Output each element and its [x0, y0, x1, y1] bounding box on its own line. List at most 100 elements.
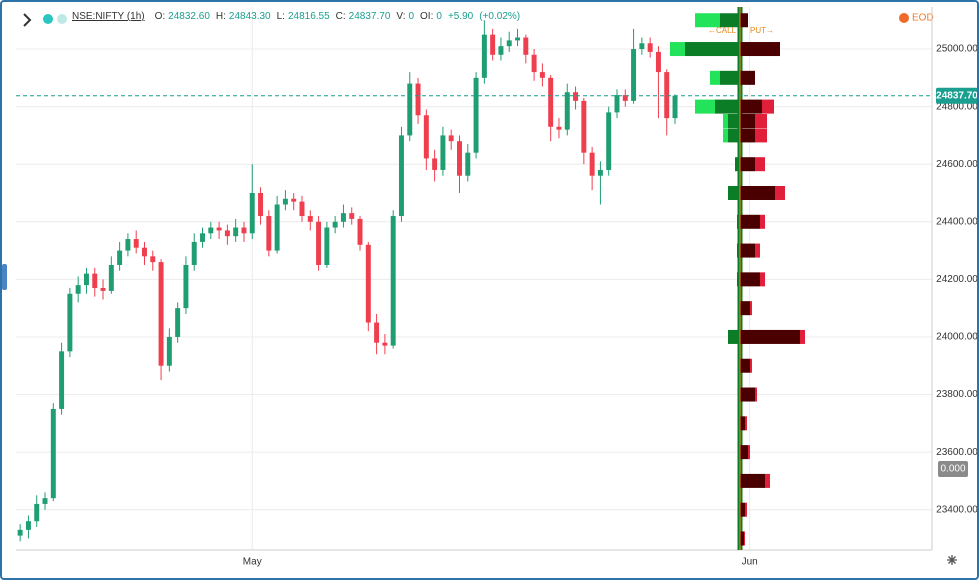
y-tick-label: 23600.00 [936, 447, 977, 458]
candle-body [398, 135, 404, 217]
candle-body [432, 158, 438, 170]
change: +5.90 [447, 11, 474, 22]
candle-body [216, 227, 222, 231]
candle-body [639, 43, 645, 50]
candle-body [423, 115, 429, 159]
put-oi-bar [740, 42, 780, 57]
candle-body [374, 322, 380, 343]
candle-body [556, 126, 562, 130]
call-oi-bar [715, 99, 740, 114]
candle-body [133, 239, 139, 248]
candle-body [672, 95, 678, 119]
change-pct: (+0.02%) [479, 11, 521, 22]
candle-body [166, 336, 172, 366]
legend-value: 24816.55 [287, 11, 330, 22]
call-change-bar [695, 13, 720, 28]
y-tick-label: 24000.00 [936, 332, 977, 343]
candle-body [183, 264, 189, 309]
indicator-label: 0.000 [940, 464, 965, 475]
y-tick-label: 23800.00 [936, 389, 977, 400]
eod-label[interactable]: EOD [912, 13, 934, 24]
candle-body [50, 408, 56, 499]
candle-body [597, 169, 603, 176]
candle-body [548, 77, 554, 127]
put-oi-bar [740, 114, 755, 129]
candle-body [282, 198, 288, 205]
status-dot [43, 14, 53, 24]
candle-body [473, 77, 479, 153]
legend-value: 24832.60 [168, 11, 210, 22]
candle-body [448, 135, 454, 142]
candle-body [291, 198, 297, 202]
candle-body [307, 216, 313, 222]
candle-body [581, 100, 587, 153]
put-label: PUT→ [750, 26, 774, 35]
call-oi-bar [735, 157, 740, 172]
legend-value: 0 [436, 11, 442, 22]
call-oi-bar [720, 70, 740, 85]
candle-body [564, 92, 570, 130]
candle-body [142, 247, 147, 257]
candle-body [34, 503, 40, 522]
candle-body [390, 216, 396, 346]
put-oi-bar [740, 185, 775, 200]
candle-body [523, 37, 529, 55]
candle-body [631, 49, 637, 101]
call-oi-bar [737, 272, 740, 287]
candle-body [117, 250, 123, 265]
legend-key: H: [215, 11, 226, 22]
put-change-bar [755, 243, 760, 258]
put-change-bar [755, 387, 757, 402]
indicator-box [938, 461, 968, 477]
candle-body [573, 92, 579, 101]
candle-body [200, 233, 206, 242]
call-oi-bar [728, 114, 740, 129]
put-oi-bar [740, 387, 755, 402]
legend-key: C: [335, 11, 346, 22]
put-oi-bar [740, 445, 748, 460]
call-oi-bar [737, 243, 740, 258]
candle-body [349, 213, 355, 219]
candle-body [108, 264, 114, 291]
put-oi-bar [740, 99, 762, 114]
put-change-bar [745, 416, 747, 431]
put-oi-bar [740, 157, 755, 172]
put-change-bar [744, 531, 745, 546]
call-oi-bar [685, 42, 740, 57]
settings-icon[interactable] [947, 555, 957, 565]
candle-body [606, 112, 612, 170]
side-handle[interactable] [2, 264, 7, 290]
candle-body [83, 273, 89, 286]
legend-key: OI: [420, 11, 434, 22]
candle-body [17, 529, 23, 536]
candle-body [274, 204, 280, 251]
put-change-bar [750, 358, 752, 373]
candle-body [191, 241, 197, 265]
call-change-bar [695, 99, 715, 114]
put-oi-bar [740, 272, 760, 287]
candle-body [224, 230, 230, 237]
candle-body [258, 192, 264, 217]
collapse-icon[interactable] [23, 13, 32, 27]
status-dot [57, 14, 67, 24]
put-oi-bar [740, 473, 765, 488]
x-tick-label: May [243, 557, 262, 568]
call-oi-bar [738, 301, 740, 316]
candle-body [42, 498, 48, 504]
call-change-bar [723, 114, 728, 129]
call-oi-bar [720, 13, 740, 28]
put-change-bar [755, 128, 767, 143]
y-tick-label: 24200.00 [936, 274, 977, 285]
put-oi-bar [740, 329, 800, 344]
put-oi-bar [740, 358, 750, 373]
legend-key: L: [276, 11, 285, 22]
candle-body [316, 221, 322, 265]
last-price-box [936, 87, 977, 104]
y-tick-label: 23400.00 [936, 504, 977, 515]
call-oi-bar [737, 214, 740, 229]
candle-body [175, 308, 181, 337]
candle-body [233, 227, 239, 237]
put-oi-bar [740, 214, 760, 229]
